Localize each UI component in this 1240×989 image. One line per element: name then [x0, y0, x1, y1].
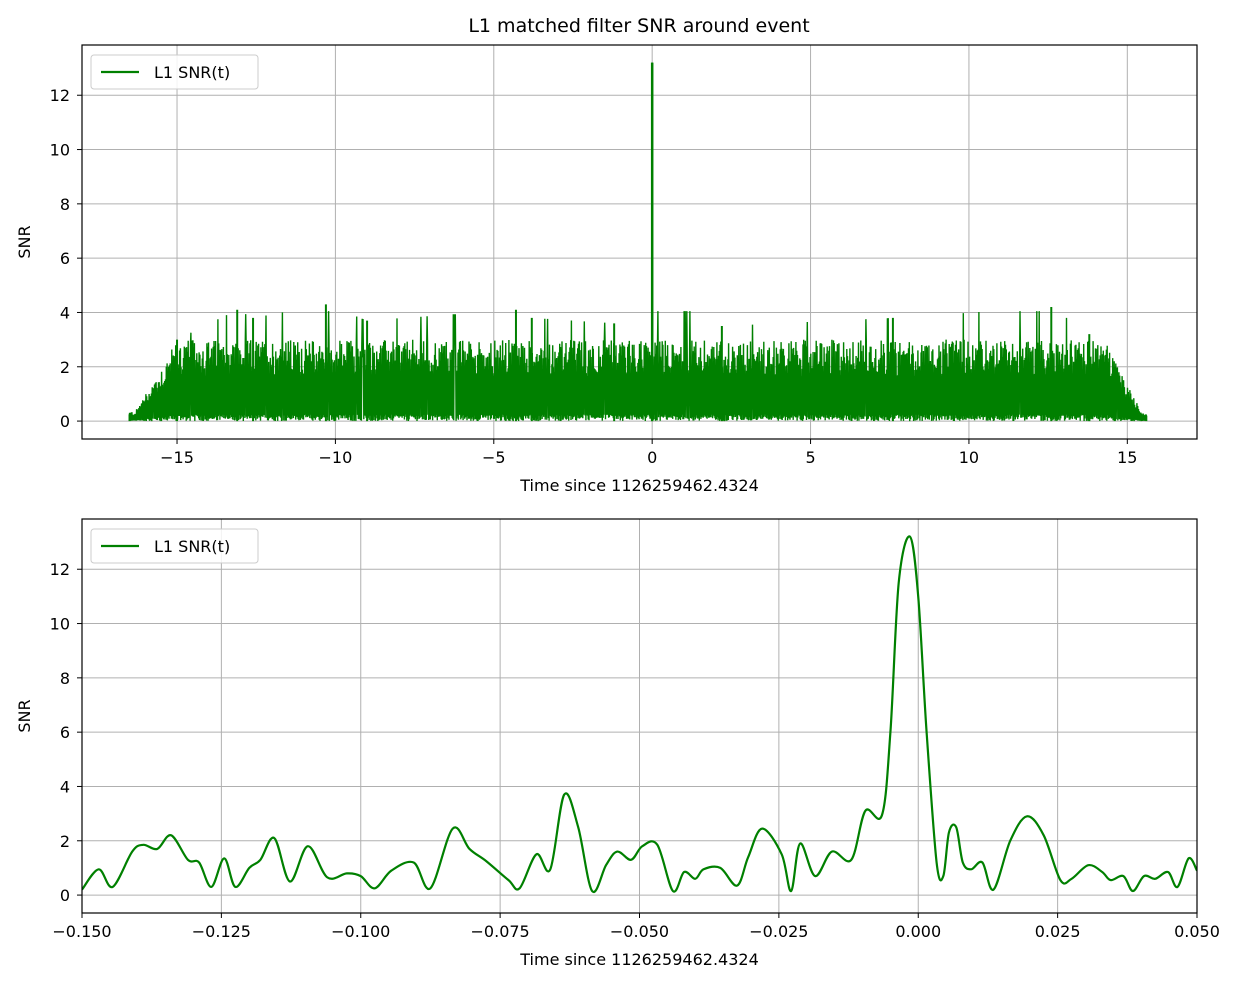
x-axis-label: Time since 1126259462.4324 [519, 950, 759, 969]
legend-label: L1 SNR(t) [154, 63, 230, 82]
y-tick-label: 8 [60, 195, 70, 214]
legend-box [90, 528, 259, 564]
snr-line [82, 535, 1197, 894]
x-tick-label: 10 [959, 448, 979, 467]
plot-frame [81, 44, 1198, 440]
y-tick-label: 12 [50, 86, 70, 105]
x-tick-label: −0.050 [610, 922, 669, 941]
x-tick-label: −5 [482, 448, 506, 467]
x-tick-label: −0.150 [52, 922, 111, 941]
legend-label: L1 SNR(t) [154, 537, 230, 556]
y-tick-label: 12 [50, 560, 70, 579]
y-tick-label: 6 [60, 249, 70, 268]
x-tick-label: 0.000 [895, 922, 941, 941]
x-tick-label: 0 [647, 448, 657, 467]
y-tick-label: 0 [60, 886, 70, 905]
y-tick-label: 4 [60, 777, 70, 796]
x-axis-label: Time since 1126259462.4324 [519, 476, 759, 495]
y-axis-label: SNR [15, 699, 34, 732]
x-tick-label: −0.075 [471, 922, 530, 941]
x-tick-label: −15 [160, 448, 194, 467]
top-panel: −15 −10 −5 0 5 10 15 0 2 4 6 8 10 12 Time since 112625… [15, 44, 1198, 495]
y-axis-label: SNR [15, 225, 34, 258]
x-tick-label: −0.025 [749, 922, 808, 941]
legend-box [90, 54, 259, 90]
bottom-panel: −0.150 −0.125 −0.100 −0.075 −0.050 −0.025 0.00… [15, 518, 1220, 969]
y-tick-label: 8 [60, 669, 70, 688]
chart-title: L1 matched filter SNR around event [468, 15, 809, 37]
y-tick-label: 2 [60, 358, 70, 377]
x-tick-label: 5 [805, 448, 815, 467]
snr-noise-line [128, 311, 1147, 422]
y-tick-label: 10 [50, 141, 70, 160]
y-tick-label: 2 [60, 832, 70, 851]
x-tick-label: 0.025 [1035, 922, 1081, 941]
x-tick-label: −0.125 [192, 922, 251, 941]
x-tick-label: 15 [1117, 448, 1137, 467]
y-tick-label: 10 [50, 615, 70, 634]
x-tick-label: −0.100 [331, 922, 390, 941]
y-tick-label: 0 [60, 412, 70, 431]
x-tick-label: 0.050 [1174, 922, 1220, 941]
y-tick-label: 6 [60, 723, 70, 742]
y-tick-label: 4 [60, 303, 70, 322]
x-tick-label: −10 [319, 448, 353, 467]
